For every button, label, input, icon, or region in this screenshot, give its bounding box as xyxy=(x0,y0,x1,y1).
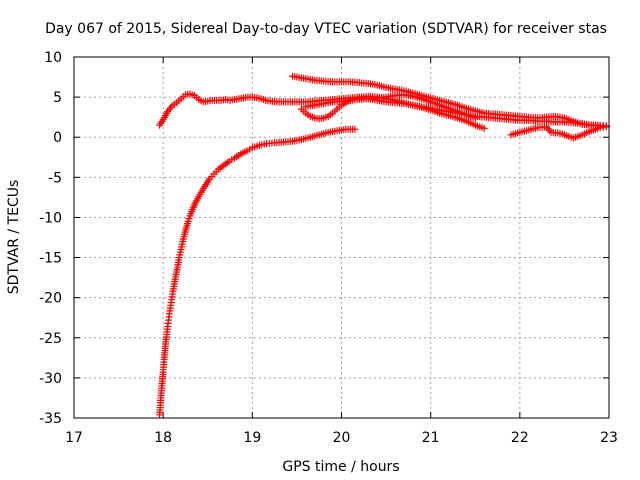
y-tick-label: 5 xyxy=(53,90,62,106)
x-tick-label: 22 xyxy=(511,430,529,446)
x-axis-label: GPS time / hours xyxy=(282,459,399,475)
x-tick-label: 21 xyxy=(422,430,440,446)
x-tick-label: 20 xyxy=(333,430,351,446)
axes-layer: 17 18 19 20 21 22 23 10 5 0 -5 -10 -15 -20 -25 -30 -35 xyxy=(39,50,618,446)
data-point-marker xyxy=(471,114,479,122)
series-track-4 xyxy=(302,91,479,122)
chart-title: Day 067 of 2015, Sidereal Day-to-day VTE… xyxy=(45,21,607,37)
data-point-marker xyxy=(480,124,488,132)
x-tick-label: 19 xyxy=(243,430,261,446)
y-tick-label: -35 xyxy=(39,411,62,427)
y-tick-label: -30 xyxy=(39,371,62,387)
y-tick-label: -20 xyxy=(39,291,62,307)
series-track-2 xyxy=(288,72,610,130)
series-track-1 xyxy=(156,90,610,130)
y-tick-label: -5 xyxy=(48,170,62,186)
x-tick-label: 17 xyxy=(65,430,83,446)
x-tick-label: 18 xyxy=(154,430,172,446)
y-tick-label: 10 xyxy=(44,50,62,66)
series-track-6 xyxy=(156,125,359,419)
series-track-5 xyxy=(507,123,610,142)
y-axis-label: SDTVAR / TECUs xyxy=(6,180,22,295)
y-tick-label: -25 xyxy=(39,331,62,347)
y-tick-label: 0 xyxy=(53,130,62,146)
x-tick-label: 23 xyxy=(600,430,618,446)
grid-layer xyxy=(74,57,609,418)
data-points-layer xyxy=(156,72,610,419)
plot-frame xyxy=(73,56,610,419)
y-tick-label: -10 xyxy=(39,210,62,226)
y-tick-label: -15 xyxy=(39,251,62,267)
data-point-marker xyxy=(351,125,359,133)
